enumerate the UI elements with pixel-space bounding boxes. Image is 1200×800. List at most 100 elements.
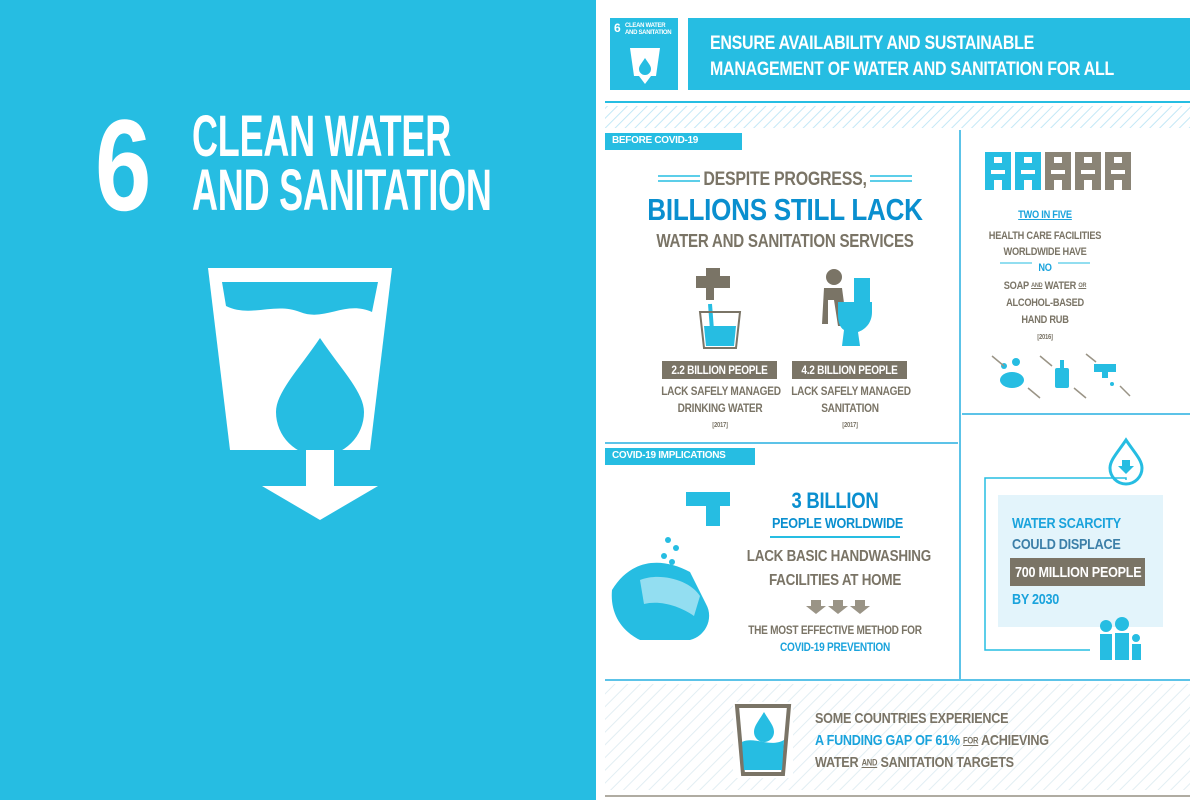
headline-main: BILLIONS STILL LACK	[647, 192, 923, 227]
covid-note: THE MOST EFFECTIVE METHOD FOR	[748, 623, 922, 637]
funding-text: SOME COUNTRIES EXPERIENCE	[815, 710, 1009, 727]
stat-text: LACK SAFELY MANAGED	[791, 384, 911, 398]
glass-icon	[208, 268, 392, 520]
tap-icon-part	[696, 276, 730, 300]
hatch-band	[605, 106, 1190, 128]
hygiene-icons-part	[1094, 364, 1116, 378]
family-icon-part	[1132, 644, 1141, 660]
covid-text: FACILITIES AT HOME	[768, 572, 902, 589]
hygiene-icons-part	[1055, 368, 1069, 388]
family-icon-part	[1100, 620, 1112, 632]
hygiene-icons-part	[1060, 360, 1064, 368]
toilet-icon	[822, 269, 872, 346]
hygiene-icons-part-part	[1119, 385, 1131, 397]
glass-icon-part	[262, 486, 378, 520]
handwash-icon-part	[669, 559, 675, 565]
family-icon-part	[1132, 634, 1140, 642]
cup-icon-part	[734, 704, 792, 776]
hygiene-icons-part-part	[1027, 387, 1041, 399]
tap-icon-part	[708, 303, 714, 331]
section-label: COVID-19 IMPLICATIONS	[612, 450, 726, 461]
toilet-icon-part	[826, 269, 842, 285]
health-text: WORLDWIDE HAVE	[1003, 246, 1087, 258]
stat-year: [2017]	[842, 422, 858, 429]
handwash-icon-part	[665, 537, 671, 543]
hatch-band	[605, 684, 1190, 790]
word: SOAP	[1003, 280, 1029, 292]
scarcity-frame	[984, 477, 1127, 651]
family-icon-part	[1115, 633, 1129, 660]
hospital-icons-part-part	[1024, 157, 1032, 163]
stat-figure: 2.2 BILLION PEOPLE	[671, 363, 768, 377]
hospital-icons-part-part	[1084, 157, 1092, 163]
covid-figure-sub: PEOPLE WORLDWIDE	[772, 515, 904, 532]
stat-text: DRINKING WATER	[677, 401, 763, 415]
hygiene-icons-part	[1110, 382, 1114, 386]
down-arrows-part	[850, 600, 870, 614]
handwash-icon-part	[640, 576, 700, 616]
badge-icon-part	[639, 76, 651, 84]
hygiene-icons-part-part	[1073, 387, 1087, 399]
word: FOR	[963, 735, 979, 746]
hospital-icons-part-part	[991, 170, 1005, 174]
header-title: ENSURE AVAILABILITY AND SUSTAINABLE	[710, 33, 1034, 54]
hygiene-icons-part-part	[1039, 355, 1053, 367]
headline-lead: DESPITE PROGRESS,	[703, 169, 867, 190]
scarcity-drop-icon	[1108, 437, 1144, 486]
hospital-icons-part-part	[1054, 180, 1062, 190]
stat-figure: 4.2 BILLION PEOPLE	[801, 363, 898, 377]
glass-icon-part	[306, 450, 334, 488]
handwash-icon-part	[686, 492, 730, 526]
stat-box	[792, 361, 907, 379]
scarcity-figure: 700 MILLION PEOPLE	[1015, 564, 1142, 581]
scarcity-drop-icon-part	[1118, 460, 1134, 474]
health-text: HEALTH CARE FACILITIES	[988, 230, 1102, 242]
word: WATER	[815, 754, 859, 771]
covid-text: LACK BASIC HANDWASHING	[746, 548, 931, 565]
headline-sub: WATER AND SANITATION SERVICES	[656, 231, 914, 251]
scarcity-year: BY 2030	[1012, 591, 1060, 608]
health-soap-line: SOAP AND WATER OR	[986, 281, 1104, 292]
down-arrows	[806, 600, 870, 614]
cup-icon-part	[754, 712, 774, 742]
label-bar	[605, 133, 742, 150]
family-icon-part	[1115, 617, 1129, 631]
hygiene-icons-part-part	[991, 355, 1005, 367]
down-arrows-part	[806, 600, 826, 614]
funding-text: A FUNDING GAP OF 61% FOR ACHIEVING	[815, 733, 1049, 748]
health-lead: TWO IN FIVE	[1018, 209, 1072, 221]
hospital-icons-part-part	[1084, 180, 1092, 190]
family-icon-part	[1100, 634, 1112, 660]
hygiene-icons	[991, 353, 1131, 399]
hygiene-icons-part	[991, 353, 1131, 399]
health-year: [2016]	[1037, 334, 1053, 341]
hygiene-icons-part	[1012, 358, 1020, 366]
down-arrows-part	[828, 600, 848, 614]
toilet-icon-part	[854, 278, 870, 302]
health-emphasis: NO	[1038, 262, 1052, 274]
header-title: MANAGEMENT OF WATER AND SANITATION FOR A…	[710, 59, 1115, 80]
goal-number: 6	[95, 92, 152, 238]
handwash-icon-part	[673, 545, 679, 551]
stat-year: [2017]	[712, 422, 728, 429]
section-label: BEFORE COVID-19	[612, 135, 699, 146]
tap-icon	[696, 268, 742, 349]
hospital-icons-part-part	[1024, 180, 1032, 190]
glass-icon-part	[222, 282, 378, 315]
hospital-icons-part-part	[994, 157, 1002, 163]
hospital-icons-part-part	[994, 180, 1002, 190]
hospital-icons-part-part	[1081, 170, 1095, 174]
hospital-icons-part-part	[1114, 157, 1122, 163]
goal-title: AND SANITATION	[192, 158, 492, 223]
badge-number: 6	[614, 21, 621, 35]
hospital-icons-part-part	[1021, 170, 1035, 174]
tap-icon-part	[706, 268, 720, 276]
handwash-icon-part	[661, 553, 667, 559]
badge-text: AND SANITATION	[625, 30, 672, 36]
cup-icon	[733, 702, 793, 778]
funding-text: WATER AND SANITATION TARGETS	[815, 755, 1014, 770]
label-bar	[605, 448, 755, 465]
hospital-icons-part-part	[1051, 170, 1065, 174]
